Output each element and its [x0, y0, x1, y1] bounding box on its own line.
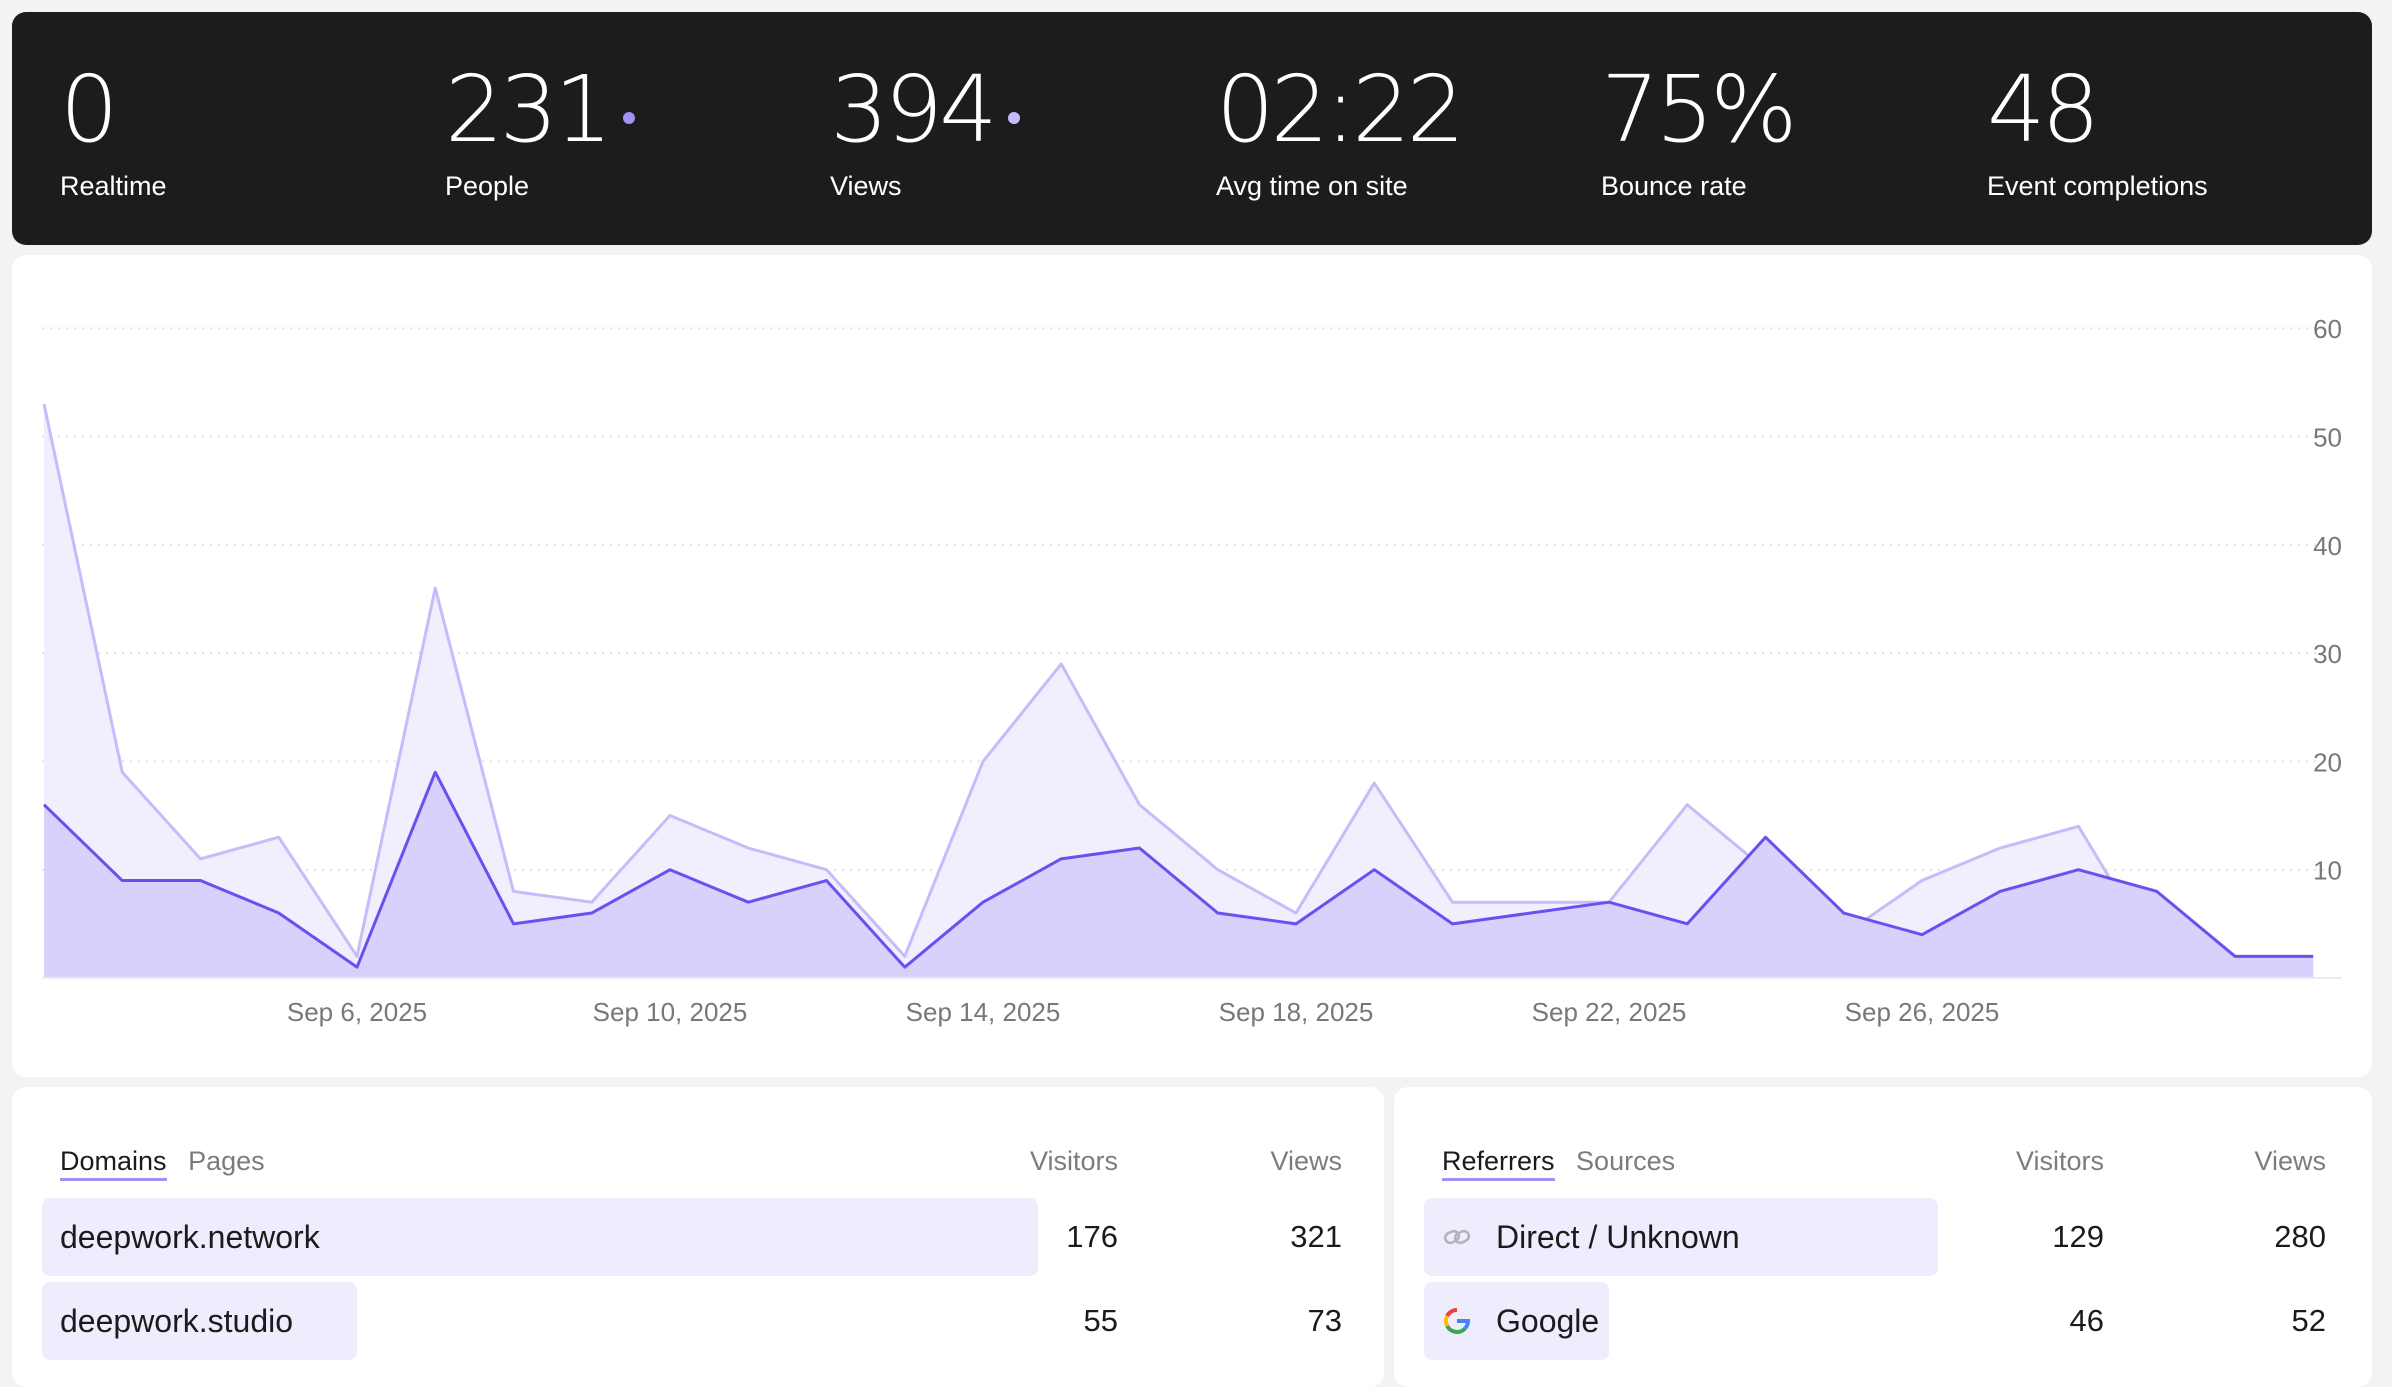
list-item[interactable]: Direct / Unknown	[1424, 1198, 1938, 1276]
row-share-bar	[1424, 1198, 1938, 1276]
stat-realtime-value: 0	[60, 56, 119, 163]
stat-event-completions-value: 48	[1987, 56, 2100, 163]
stat-people[interactable]: 231 People	[445, 60, 635, 202]
stat-avg-time[interactable]: 02:22 Avg time on site	[1216, 56, 1465, 202]
stat-avg-time-value: 02:22	[1216, 56, 1465, 163]
x-tick-label: Sep 18, 2025	[1219, 997, 1374, 1027]
row-visitors: 176	[1066, 1219, 1118, 1254]
row-visitors: 55	[1083, 1303, 1118, 1338]
row-share-bar	[1424, 1282, 1609, 1360]
x-tick-label: Sep 22, 2025	[1532, 997, 1687, 1027]
y-tick-label: 20	[2313, 747, 2342, 777]
row-visitors: 46	[2069, 1303, 2104, 1338]
list-item[interactable]: Google	[1424, 1282, 1938, 1360]
list-item[interactable]: deepwork.network	[42, 1198, 1038, 1276]
google-icon	[1444, 1308, 1471, 1334]
row-share-bar	[42, 1198, 1038, 1276]
referrers-panel: Referrers Sources Visitors Views Direct …	[1394, 1087, 2372, 1387]
referrers-visitors-header[interactable]: Visitors	[2015, 1146, 2104, 1176]
tab-domains[interactable]: Domains	[60, 1144, 167, 1181]
y-tick-label: 10	[2313, 856, 2342, 886]
domains-views-header[interactable]: Views	[1270, 1146, 1342, 1176]
x-tick-label: Sep 26, 2025	[1845, 997, 2000, 1027]
stat-event-completions[interactable]: 48 Event completions	[1987, 60, 2208, 202]
stat-bounce-rate-label: Bounce rate	[1601, 171, 1747, 201]
row-views: 73	[1307, 1303, 1342, 1338]
row-views: 52	[2291, 1303, 2326, 1338]
row-label: deepwork.studio	[60, 1303, 294, 1339]
stat-bounce-rate[interactable]: 75% Bounce rate	[1601, 56, 1797, 202]
people-series-dot	[622, 112, 635, 124]
domains-visitors-header[interactable]: Visitors	[1029, 1146, 1118, 1176]
traffic-chart[interactable]: 10 20 30 40 50 60 Sep 6, 2025 Sep 10, 2025 Sep 1…	[12, 255, 2372, 1077]
row-label: deepwork.network	[60, 1219, 320, 1255]
stat-views-value: 394	[830, 56, 998, 163]
stat-avg-time-label: Avg time on site	[1216, 171, 1408, 201]
tab-sources[interactable]: Sources	[1576, 1146, 1676, 1176]
tab-pages[interactable]: Pages	[188, 1146, 265, 1176]
y-tick-label: 60	[2313, 314, 2342, 344]
referrers-views-header[interactable]: Views	[2254, 1146, 2326, 1176]
stat-views-label: Views	[830, 171, 902, 201]
y-tick-label: 30	[2313, 639, 2342, 669]
link-icon	[1443, 1229, 1471, 1245]
domains-tabs: Domains Pages	[60, 1144, 279, 1181]
people-line	[42, 770, 2314, 969]
views-series-dot	[1007, 112, 1020, 124]
row-share-bar	[42, 1282, 357, 1360]
stats-bar: 0 Realtime 231 People 394 Views 02:22 Av…	[12, 12, 2372, 245]
stat-views[interactable]: 394 Views	[830, 60, 1020, 202]
y-tick-label: 50	[2313, 423, 2342, 453]
tab-referrers[interactable]: Referrers	[1442, 1144, 1555, 1181]
stat-people-value: 231	[445, 56, 613, 163]
stat-realtime-label: Realtime	[60, 171, 167, 201]
domains-panel: Domains Pages Visitors Views deepwork.ne…	[12, 1087, 1384, 1387]
list-item[interactable]: deepwork.studio	[42, 1282, 1038, 1360]
row-views: 280	[2274, 1219, 2326, 1254]
x-tick-label: Sep 6, 2025	[287, 997, 427, 1027]
stat-people-label: People	[445, 171, 530, 201]
x-tick-label: Sep 14, 2025	[906, 997, 1061, 1027]
row-views: 321	[1290, 1219, 1342, 1254]
stat-event-completions-label: Event completions	[1987, 171, 2208, 201]
people-area	[44, 772, 2314, 978]
traffic-chart-card: 10 20 30 40 50 60 Sep 6, 2025 Sep 10, 2025 Sep 1…	[12, 255, 2372, 1077]
row-visitors: 129	[2052, 1219, 2104, 1254]
stat-bounce-rate-value: 75%	[1601, 56, 1797, 163]
row-label: Direct / Unknown	[1496, 1219, 1740, 1255]
y-tick-label: 40	[2313, 531, 2342, 561]
views-line	[42, 403, 2314, 958]
stat-realtime[interactable]: 0 Realtime	[60, 60, 167, 202]
row-label: Google	[1496, 1303, 1600, 1339]
x-tick-label: Sep 10, 2025	[593, 997, 748, 1027]
referrers-tabs: Referrers Sources	[1442, 1144, 1689, 1181]
